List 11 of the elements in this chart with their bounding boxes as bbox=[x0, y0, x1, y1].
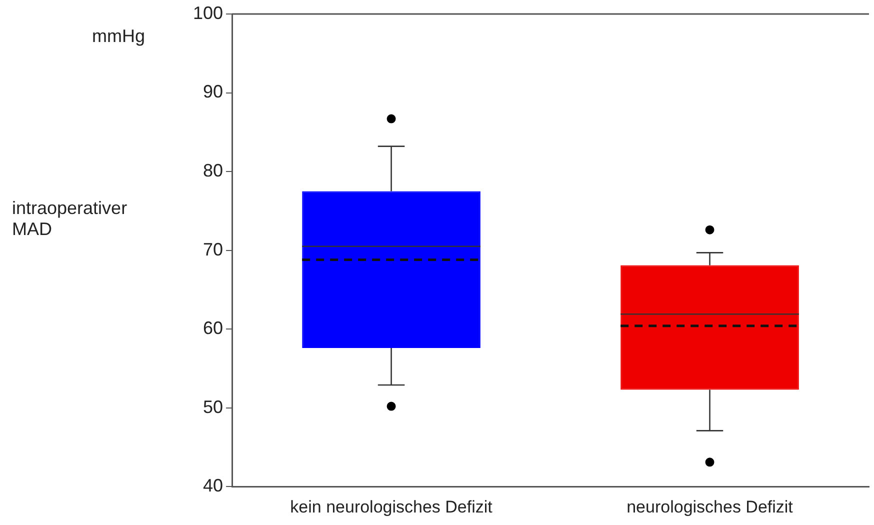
y-tick-label: 90 bbox=[203, 82, 224, 102]
x-tick-label: neurologisches Defizit bbox=[626, 497, 794, 516]
text: mmHg bbox=[92, 26, 145, 47]
y-axis-title: intraoperativer MAD bbox=[12, 198, 128, 240]
x-tick-label: kein neurologisches Defizit bbox=[290, 497, 493, 516]
y-tick-label: 80 bbox=[203, 160, 224, 180]
y-tick-label: 70 bbox=[203, 239, 224, 260]
y-tick-label: 40 bbox=[203, 476, 224, 496]
y-tick-label: 50 bbox=[203, 396, 224, 417]
y-tick-label: 100 bbox=[192, 2, 224, 23]
y-tick-label: 60 bbox=[203, 318, 224, 338]
